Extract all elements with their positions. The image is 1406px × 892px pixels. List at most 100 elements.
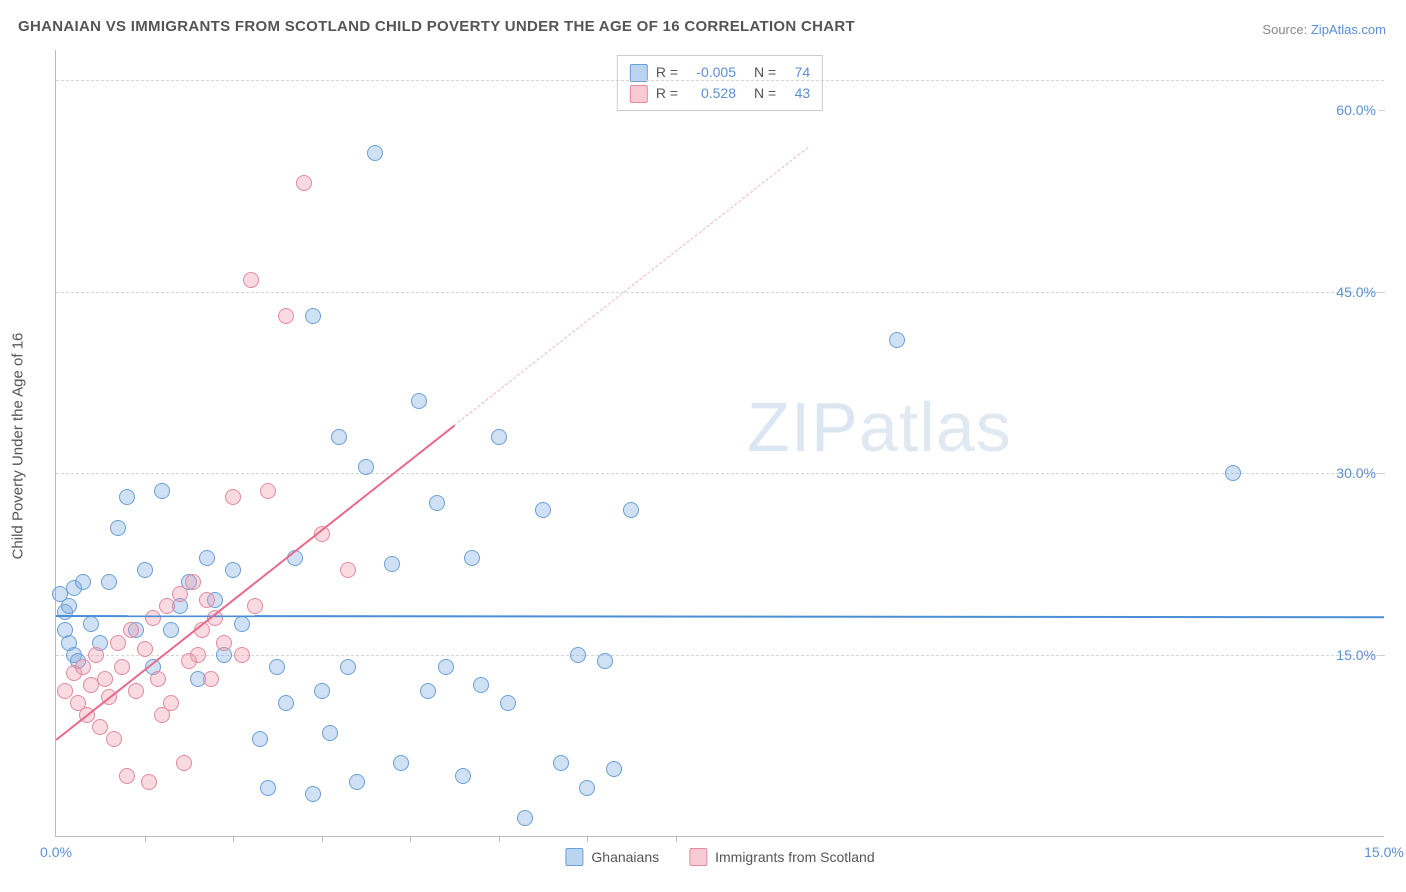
data-point [234, 616, 250, 632]
data-point [185, 574, 201, 590]
x-minor-tick [145, 836, 146, 842]
data-point [61, 598, 77, 614]
x-tick-label: 0.0% [40, 844, 72, 860]
source-link[interactable]: ZipAtlas.com [1311, 22, 1386, 37]
plot-area: ZIPatlas R = -0.005 N = 74 R = 0.528 N =… [55, 50, 1384, 837]
data-point [535, 502, 551, 518]
gridline [56, 292, 1384, 293]
x-minor-tick [233, 836, 234, 842]
trend-line [454, 147, 809, 426]
data-point [420, 683, 436, 699]
data-point [491, 429, 507, 445]
data-point [128, 683, 144, 699]
swatch-pink [630, 85, 648, 103]
data-point [247, 598, 263, 614]
swatch-blue [565, 848, 583, 866]
data-point [314, 683, 330, 699]
data-point [889, 332, 905, 348]
data-point [145, 610, 161, 626]
x-minor-tick [587, 836, 588, 842]
data-point [75, 574, 91, 590]
data-point [225, 562, 241, 578]
chart-container: GHANAIAN VS IMMIGRANTS FROM SCOTLAND CHI… [0, 0, 1406, 892]
data-point [322, 725, 338, 741]
y-tick-label: 30.0% [1336, 465, 1376, 481]
data-point [553, 755, 569, 771]
data-point [123, 622, 139, 638]
data-point [296, 175, 312, 191]
x-minor-tick [676, 836, 677, 842]
data-point [606, 761, 622, 777]
bottom-legend: Ghanaians Immigrants from Scotland [565, 848, 874, 866]
data-point [411, 393, 427, 409]
data-point [141, 774, 157, 790]
source-label: Source: [1262, 22, 1307, 37]
data-point [340, 659, 356, 675]
source-attribution: Source: ZipAtlas.com [1262, 22, 1386, 37]
data-point [278, 695, 294, 711]
data-point [331, 429, 347, 445]
stat-n-label: N = [754, 83, 776, 104]
data-point [234, 647, 250, 663]
data-point [243, 272, 259, 288]
swatch-pink [689, 848, 707, 866]
data-point [199, 592, 215, 608]
data-point [150, 671, 166, 687]
data-point [579, 780, 595, 796]
watermark-bold: ZIP [747, 388, 859, 466]
data-point [203, 671, 219, 687]
watermark-thin: atlas [859, 388, 1012, 466]
legend-label: Immigrants from Scotland [715, 849, 875, 865]
data-point [154, 483, 170, 499]
data-point [216, 635, 232, 651]
data-point [473, 677, 489, 693]
data-point [623, 502, 639, 518]
gridline [56, 80, 1384, 81]
legend-item: Ghanaians [565, 848, 659, 866]
data-point [464, 550, 480, 566]
data-point [429, 495, 445, 511]
y-tick-label: 45.0% [1336, 284, 1376, 300]
data-point [349, 774, 365, 790]
data-point [92, 719, 108, 735]
data-point [358, 459, 374, 475]
data-point [57, 683, 73, 699]
data-point [455, 768, 471, 784]
legend-label: Ghanaians [591, 849, 659, 865]
data-point [199, 550, 215, 566]
data-point [75, 659, 91, 675]
data-point [159, 598, 175, 614]
y-tick-label: 15.0% [1336, 647, 1376, 663]
stat-r-label: R = [656, 83, 678, 104]
data-point [260, 780, 276, 796]
data-point [110, 635, 126, 651]
data-point [114, 659, 130, 675]
stats-row: R = 0.528 N = 43 [630, 83, 810, 104]
trend-line [56, 615, 1384, 618]
data-point [367, 145, 383, 161]
swatch-blue [630, 64, 648, 82]
data-point [119, 768, 135, 784]
y-axis-label: Child Poverty Under the Age of 16 [10, 333, 27, 560]
x-minor-tick [499, 836, 500, 842]
data-point [438, 659, 454, 675]
data-point [517, 810, 533, 826]
data-point [137, 562, 153, 578]
data-point [119, 489, 135, 505]
data-point [278, 308, 294, 324]
watermark: ZIPatlas [747, 387, 1012, 467]
x-tick-label: 15.0% [1364, 844, 1404, 860]
y-tick-label: 60.0% [1336, 102, 1376, 118]
data-point [570, 647, 586, 663]
data-point [176, 755, 192, 771]
gridline [56, 655, 1384, 656]
x-minor-tick [410, 836, 411, 842]
data-point [163, 695, 179, 711]
data-point [340, 562, 356, 578]
data-point [163, 622, 179, 638]
data-point [1225, 465, 1241, 481]
data-point [269, 659, 285, 675]
stat-n-value: 43 [784, 83, 810, 104]
data-point [137, 641, 153, 657]
data-point [305, 308, 321, 324]
